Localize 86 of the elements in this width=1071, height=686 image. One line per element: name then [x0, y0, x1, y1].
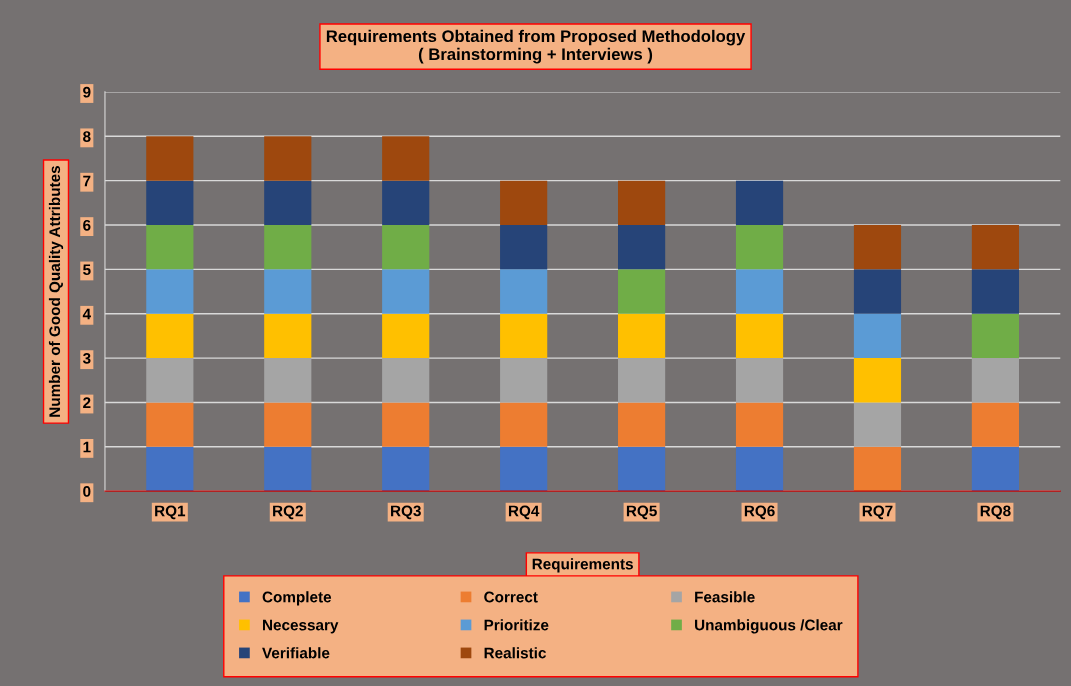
- bar: [382, 136, 430, 181]
- y-tick-label: 9: [83, 86, 91, 98]
- x-tick-label: RQ1: [155, 505, 186, 520]
- bar: [735, 269, 784, 314]
- bar: [264, 269, 312, 314]
- bar: [853, 269, 902, 314]
- bar: [853, 446, 902, 492]
- y-tick-label: 0: [83, 486, 91, 497]
- bar: [735, 402, 784, 447]
- bar: [853, 358, 902, 403]
- bar: [735, 180, 784, 226]
- bar: [146, 358, 194, 403]
- bar: [971, 225, 1020, 270]
- legend-label: Complete: [262, 591, 332, 606]
- x-tick-label: RQ3: [391, 505, 421, 520]
- y-tick-label: 2: [83, 397, 91, 408]
- x-tick-label: RQ8: [980, 505, 1011, 520]
- bar: [500, 269, 548, 314]
- bar: [146, 269, 194, 314]
- y-tick-label: 5: [83, 264, 91, 276]
- bar: [735, 313, 784, 359]
- x-axis-title: Requirements: [532, 558, 633, 573]
- bar: [500, 180, 548, 226]
- bar: [618, 402, 666, 447]
- bar: [735, 225, 784, 270]
- y-tick-label: 3: [82, 352, 91, 364]
- bar: [853, 402, 902, 447]
- bar: [264, 225, 312, 270]
- y-tick-label: 6: [83, 219, 91, 231]
- bar: [500, 225, 548, 270]
- bar: [853, 225, 902, 270]
- legend-label: Feasible: [695, 591, 755, 603]
- bar: [146, 402, 194, 447]
- bar: [618, 446, 666, 492]
- bar: [382, 180, 430, 226]
- bar: [382, 313, 430, 359]
- bar: [382, 446, 430, 492]
- x-tick-label: RQ5: [626, 505, 657, 520]
- legend-label: Necessary: [263, 619, 339, 634]
- bar: [971, 402, 1020, 447]
- bar: [618, 225, 666, 270]
- bar: [971, 313, 1020, 359]
- bar: [618, 358, 666, 403]
- bar: [264, 180, 312, 226]
- bar: [382, 358, 430, 403]
- legend-label: Unambiguous /Clear: [695, 619, 843, 634]
- bar: [971, 269, 1020, 314]
- legend-label: Verifiable: [262, 647, 330, 659]
- x-tick-label: RQ6: [744, 505, 775, 520]
- y-tick-label: 8: [83, 131, 91, 142]
- bar: [264, 136, 312, 181]
- bar: [500, 402, 548, 447]
- bar: [264, 402, 312, 447]
- x-tick-label: RQ7: [862, 505, 893, 520]
- legend-label: Prioritize: [484, 619, 549, 631]
- bar: [146, 446, 194, 492]
- bar: [146, 180, 194, 226]
- bar: [618, 180, 666, 226]
- bar: [500, 313, 548, 359]
- bar: [971, 358, 1020, 403]
- y-tick-label: 7: [83, 175, 91, 187]
- bar: [382, 269, 430, 314]
- bar: [971, 446, 1020, 492]
- bar: [146, 225, 194, 270]
- bar: [853, 313, 902, 359]
- y-axis-title: Number of Good Quality Attributes: [48, 165, 64, 417]
- x-tick-label: RQ4: [508, 505, 540, 520]
- x-tick-label: RQ2: [273, 505, 303, 520]
- bar: [264, 313, 312, 359]
- bar: [735, 358, 784, 403]
- chart-title: Requirements Obtained from Proposed Methodology ( Brainstorming + Interviews ): [326, 29, 746, 64]
- bar: [500, 446, 548, 492]
- bar: [382, 402, 430, 447]
- bar: [146, 313, 194, 359]
- bar: [500, 358, 548, 403]
- bar: [618, 313, 666, 359]
- bar: [264, 358, 312, 403]
- bar: [618, 269, 666, 314]
- y-tick-label: 4: [82, 308, 91, 320]
- legend-label: Realistic: [484, 647, 546, 659]
- y-tick-label: 1: [83, 441, 91, 453]
- bar: [264, 446, 312, 492]
- bar: [382, 225, 430, 270]
- legend-label: Correct: [484, 591, 538, 603]
- bar: [146, 136, 194, 181]
- bar: [735, 446, 784, 492]
